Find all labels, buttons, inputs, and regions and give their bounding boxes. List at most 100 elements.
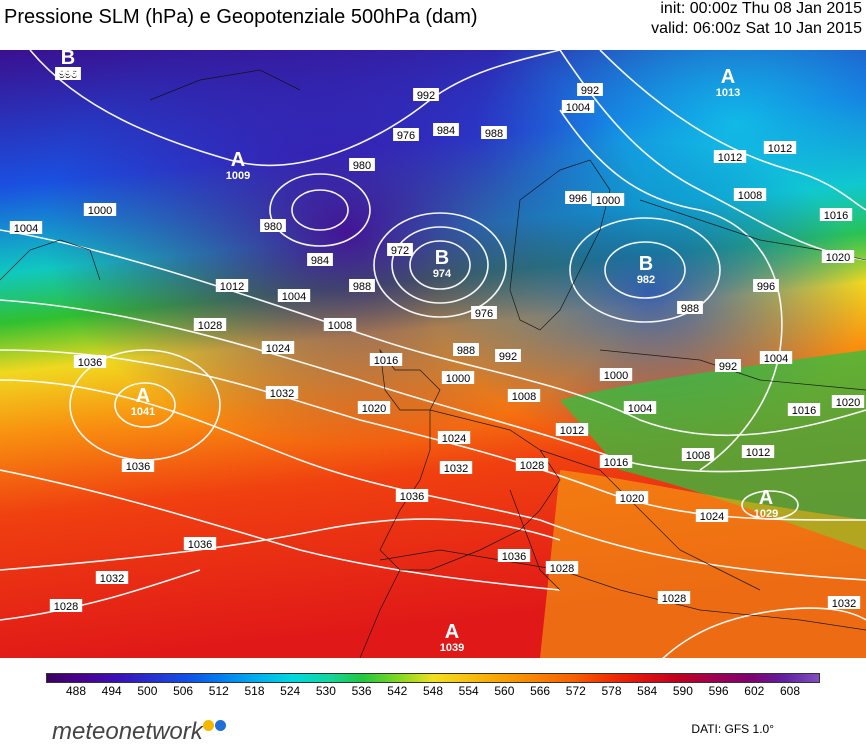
svg-text:1036: 1036 [78, 357, 102, 369]
svg-text:1028: 1028 [550, 563, 574, 575]
isobar-label: 1012 [713, 150, 747, 164]
colorbar-ticks: 488 494 500 506 512 518 524 530 536 542 548 554 560 5… [46, 684, 820, 704]
isobar-label: 1008 [733, 188, 767, 202]
isobar-label: 972 [387, 243, 413, 257]
isobar-label: 1000 [83, 203, 117, 217]
svg-text:996: 996 [757, 281, 775, 293]
meteonetwork-logo: meteonetwork [52, 718, 231, 746]
svg-text:976: 976 [475, 308, 493, 320]
isobar-label: 1028 [657, 591, 691, 605]
colorbar-tick-label: 554 [458, 684, 479, 698]
svg-text:B: B [61, 50, 75, 69]
svg-text:1036: 1036 [126, 461, 150, 473]
svg-text:B: B [639, 253, 653, 275]
svg-text:1028: 1028 [198, 320, 222, 332]
svg-text:A: A [721, 66, 735, 88]
isobar-label: 1012 [763, 141, 797, 155]
svg-text:1012: 1012 [718, 152, 742, 164]
isobar-label: 992 [495, 349, 521, 363]
isobar-label: 1012 [555, 423, 589, 437]
svg-text:992: 992 [417, 90, 435, 102]
svg-text:988: 988 [681, 303, 699, 315]
isobar-label: 1008 [681, 448, 715, 462]
logo-text: meteonetwork [52, 718, 203, 745]
svg-text:992: 992 [719, 361, 737, 373]
colorbar-tick-label: 566 [530, 684, 551, 698]
colorbar-tick-label: 584 [637, 684, 658, 698]
svg-text:1032: 1032 [100, 573, 124, 585]
isobar-label: 1004 [561, 100, 595, 114]
colorbar-tick-label: 590 [672, 684, 693, 698]
svg-text:A: A [231, 149, 245, 171]
isobar-label: 1000 [441, 371, 475, 385]
svg-text:1020: 1020 [826, 252, 850, 264]
isobar-label: 1020 [615, 491, 649, 505]
isobar-label: 1016 [787, 403, 821, 417]
svg-text:1013: 1013 [716, 87, 740, 99]
svg-text:1004: 1004 [628, 403, 652, 415]
isobar-label: 1020 [357, 401, 391, 415]
svg-text:988: 988 [485, 128, 503, 140]
colorbar-tick-label: 506 [173, 684, 194, 698]
isobar-label: 1028 [193, 318, 227, 332]
isobar-label: 988 [481, 126, 507, 140]
svg-text:1020: 1020 [620, 493, 644, 505]
isobar-label: 1036 [121, 459, 155, 473]
colorbar-tick-label: 548 [422, 684, 444, 698]
svg-text:1000: 1000 [88, 205, 112, 217]
svg-text:1012: 1012 [768, 143, 792, 155]
svg-text:982: 982 [637, 274, 655, 286]
svg-text:1020: 1020 [836, 397, 860, 409]
svg-text:1004: 1004 [282, 291, 306, 303]
colorbar-tick-label: 596 [708, 684, 729, 698]
svg-text:1028: 1028 [662, 593, 686, 605]
svg-text:1004: 1004 [566, 102, 590, 114]
colorbar-tick-label: 602 [744, 684, 765, 698]
svg-text:980: 980 [353, 160, 371, 172]
svg-text:1004: 1004 [14, 223, 38, 235]
svg-text:1000: 1000 [604, 370, 628, 382]
colorbar-tick-label: 488 [65, 684, 87, 698]
isobar-label: 992 [577, 83, 603, 97]
svg-text:1000: 1000 [596, 195, 620, 207]
svg-text:1028: 1028 [520, 460, 544, 472]
svg-text:996: 996 [59, 69, 77, 81]
isobar-label: 1004 [9, 221, 43, 235]
isobar-label: 988 [677, 301, 703, 315]
isobar-label: 1036 [497, 549, 531, 563]
isobar-label: 996 [565, 191, 591, 205]
svg-text:1016: 1016 [374, 355, 398, 367]
svg-text:B: B [435, 247, 449, 269]
logo-dots-icon [202, 718, 231, 732]
colorbar-tick-label: 536 [351, 684, 372, 698]
isobar-label: 1032 [439, 461, 473, 475]
isobar-label: 1012 [215, 279, 249, 293]
colorbar-tick-label: 524 [280, 684, 301, 698]
colorbar-tick-label: 518 [244, 684, 265, 698]
svg-text:1008: 1008 [686, 450, 710, 462]
svg-text:984: 984 [311, 255, 329, 267]
svg-text:972: 972 [391, 245, 409, 257]
svg-text:988: 988 [353, 281, 371, 293]
isobar-label: 984 [307, 253, 333, 267]
svg-text:974: 974 [433, 268, 452, 280]
svg-text:A: A [759, 487, 773, 509]
svg-text:1020: 1020 [362, 403, 386, 415]
isobar-label: 1012 [741, 445, 775, 459]
isobar-label: 1020 [831, 395, 865, 409]
colorbar-tick-label: 608 [779, 684, 801, 698]
isobar-label: 976 [471, 306, 497, 320]
isobar-label: 1028 [515, 458, 549, 472]
svg-text:992: 992 [499, 351, 517, 363]
svg-text:1004: 1004 [764, 353, 788, 365]
isobar-label: 1024 [261, 341, 295, 355]
svg-text:1024: 1024 [700, 511, 724, 523]
isobar-label: 984 [433, 123, 459, 137]
svg-text:1016: 1016 [792, 405, 816, 417]
isobar-label: 1032 [827, 596, 861, 610]
svg-text:1039: 1039 [440, 642, 464, 654]
